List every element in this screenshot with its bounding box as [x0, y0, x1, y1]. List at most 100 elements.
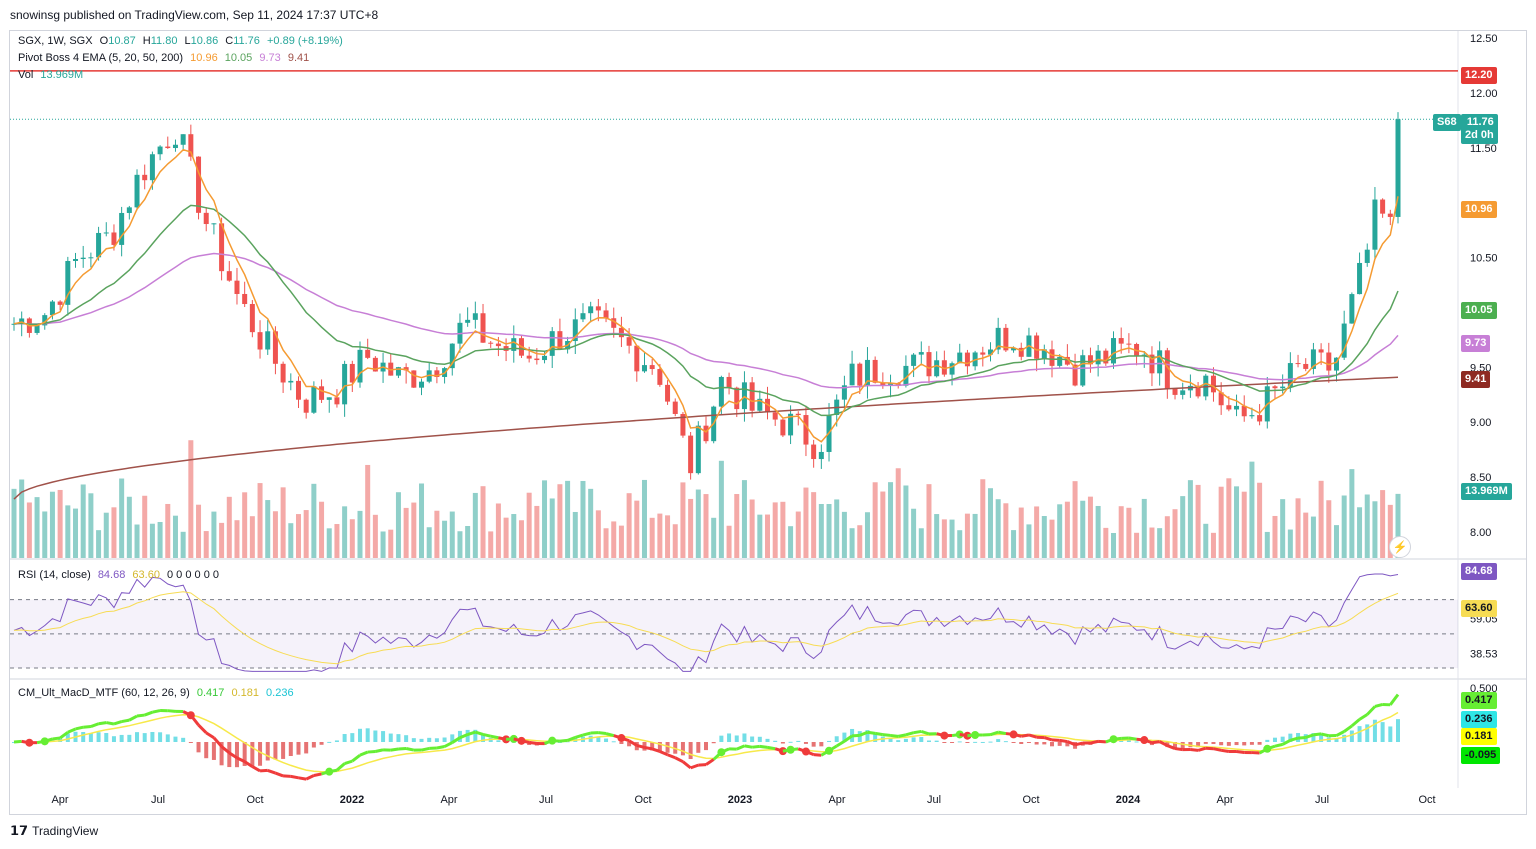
candle-body: [426, 370, 432, 382]
macd-line-segment: [767, 745, 776, 751]
macd-line-segment: [598, 731, 607, 736]
volume-bar: [203, 531, 209, 558]
symbol-label[interactable]: SGX, 1W, SGX: [18, 35, 93, 47]
candle-body: [73, 258, 79, 261]
macd-histogram-bar: [1211, 742, 1216, 745]
volume-bar: [588, 488, 594, 558]
volume-bar: [987, 488, 993, 558]
volume-bar: [526, 492, 532, 558]
macd-histogram-bar: [627, 742, 632, 747]
candle-body: [180, 134, 186, 145]
macd-line-segment: [636, 743, 645, 749]
volume-bar: [403, 507, 409, 558]
low-label: L: [184, 35, 191, 47]
macd-histogram-bar: [842, 732, 847, 742]
time-tick-label: Jul: [1315, 794, 1329, 806]
footer-brand[interactable]: TradingView: [32, 824, 99, 838]
volume-bar: [196, 504, 202, 558]
macd-histogram-bar: [1019, 742, 1024, 744]
rsi-value: 84.68: [97, 569, 126, 581]
volume-bar: [995, 499, 1001, 558]
volume-bar: [311, 483, 317, 558]
volume-bar: [618, 525, 624, 558]
macd-histogram-bar: [980, 741, 985, 743]
macd-c-tag: 0.181: [1461, 728, 1497, 745]
candle-body: [888, 383, 894, 386]
macd-histogram-bar: [1196, 742, 1201, 748]
macd-line-segment: [913, 729, 922, 735]
volume-bar: [1310, 516, 1316, 558]
macd-line-segment: [274, 771, 284, 778]
candle-body: [657, 369, 663, 385]
macd-line-segment: [681, 760, 692, 770]
candle-body: [695, 425, 701, 474]
macd-line-segment: [105, 721, 115, 726]
time-tick-label: Oct: [1022, 794, 1039, 806]
macd-line-segment: [67, 727, 77, 734]
flash-icon[interactable]: ⚡: [1389, 536, 1411, 558]
candle-body: [795, 413, 801, 416]
macd-line-segment: [1166, 744, 1176, 750]
vol-label[interactable]: Vol: [18, 69, 34, 81]
macd-histogram-bar: [1257, 742, 1262, 745]
rsi-name[interactable]: RSI (14, close): [18, 569, 91, 581]
macd-line-segment: [121, 718, 130, 724]
volume-bar: [380, 531, 386, 558]
volume-bar: [1264, 531, 1270, 558]
volume-bar: [219, 522, 225, 558]
macd-line-segment: [759, 744, 768, 749]
candle-body: [134, 174, 140, 208]
macd-a-tag: 0.417: [1461, 692, 1497, 709]
close-label: C: [225, 35, 234, 47]
price-tick-label: 12.50: [1470, 33, 1498, 45]
macd-line-segment: [805, 750, 815, 757]
volume-bar: [1126, 507, 1132, 558]
macd-line-segment: [1343, 724, 1353, 733]
candle-body: [49, 301, 55, 316]
volume-bar: [265, 500, 271, 558]
chart-frame[interactable]: [9, 30, 1527, 815]
volume-bar: [226, 496, 232, 558]
macd-histogram-bar: [411, 738, 416, 742]
candle-body: [811, 444, 817, 460]
macd-line-segment: [152, 709, 161, 714]
macd-name[interactable]: CM_Ult_MacD_MTF (60, 12, 26, 9): [18, 687, 190, 699]
volume-bar: [795, 511, 801, 558]
volume-bar: [895, 468, 901, 558]
macd-line-segment: [44, 737, 53, 743]
volume-bar: [1111, 532, 1117, 558]
candle-body: [749, 382, 755, 411]
candle-body: [1164, 350, 1170, 389]
macd-line-segment: [59, 731, 69, 740]
volume-bar: [280, 487, 286, 558]
ema-name[interactable]: Pivot Boss 4 EMA (5, 20, 50, 200): [18, 52, 184, 64]
macd-line-segment: [1289, 736, 1299, 742]
volume-bar: [57, 489, 63, 558]
macd-histogram-bar: [104, 732, 109, 742]
price-tick-label: 8.00: [1470, 527, 1491, 539]
candle-body: [172, 144, 178, 149]
volume-bar: [149, 523, 155, 558]
volume-bar: [572, 511, 578, 558]
volume-bar: [511, 514, 517, 558]
macd-histogram-bar: [950, 742, 955, 743]
macd-histogram-bar: [150, 731, 155, 742]
macd-line-segment: [1174, 747, 1183, 752]
volume-bar: [111, 507, 117, 558]
candle-body: [126, 207, 132, 213]
rsi-line: [13, 573, 1399, 672]
volume-bar: [734, 494, 740, 558]
macd-histogram-bar: [619, 742, 624, 744]
candle-body: [941, 360, 947, 375]
macd-histogram-bar: [473, 729, 478, 742]
macd-line-segment: [567, 736, 576, 742]
macd-histogram-bar: [211, 742, 216, 760]
close-value: 11.76: [233, 35, 260, 47]
volume-bar: [980, 479, 986, 558]
macd-histogram-bar: [1234, 742, 1239, 746]
macd-d-tag: -0.095: [1461, 747, 1501, 764]
volume-bar: [1226, 478, 1232, 558]
volume-bar: [49, 491, 55, 558]
price-tick-label: 8.50: [1470, 472, 1491, 484]
